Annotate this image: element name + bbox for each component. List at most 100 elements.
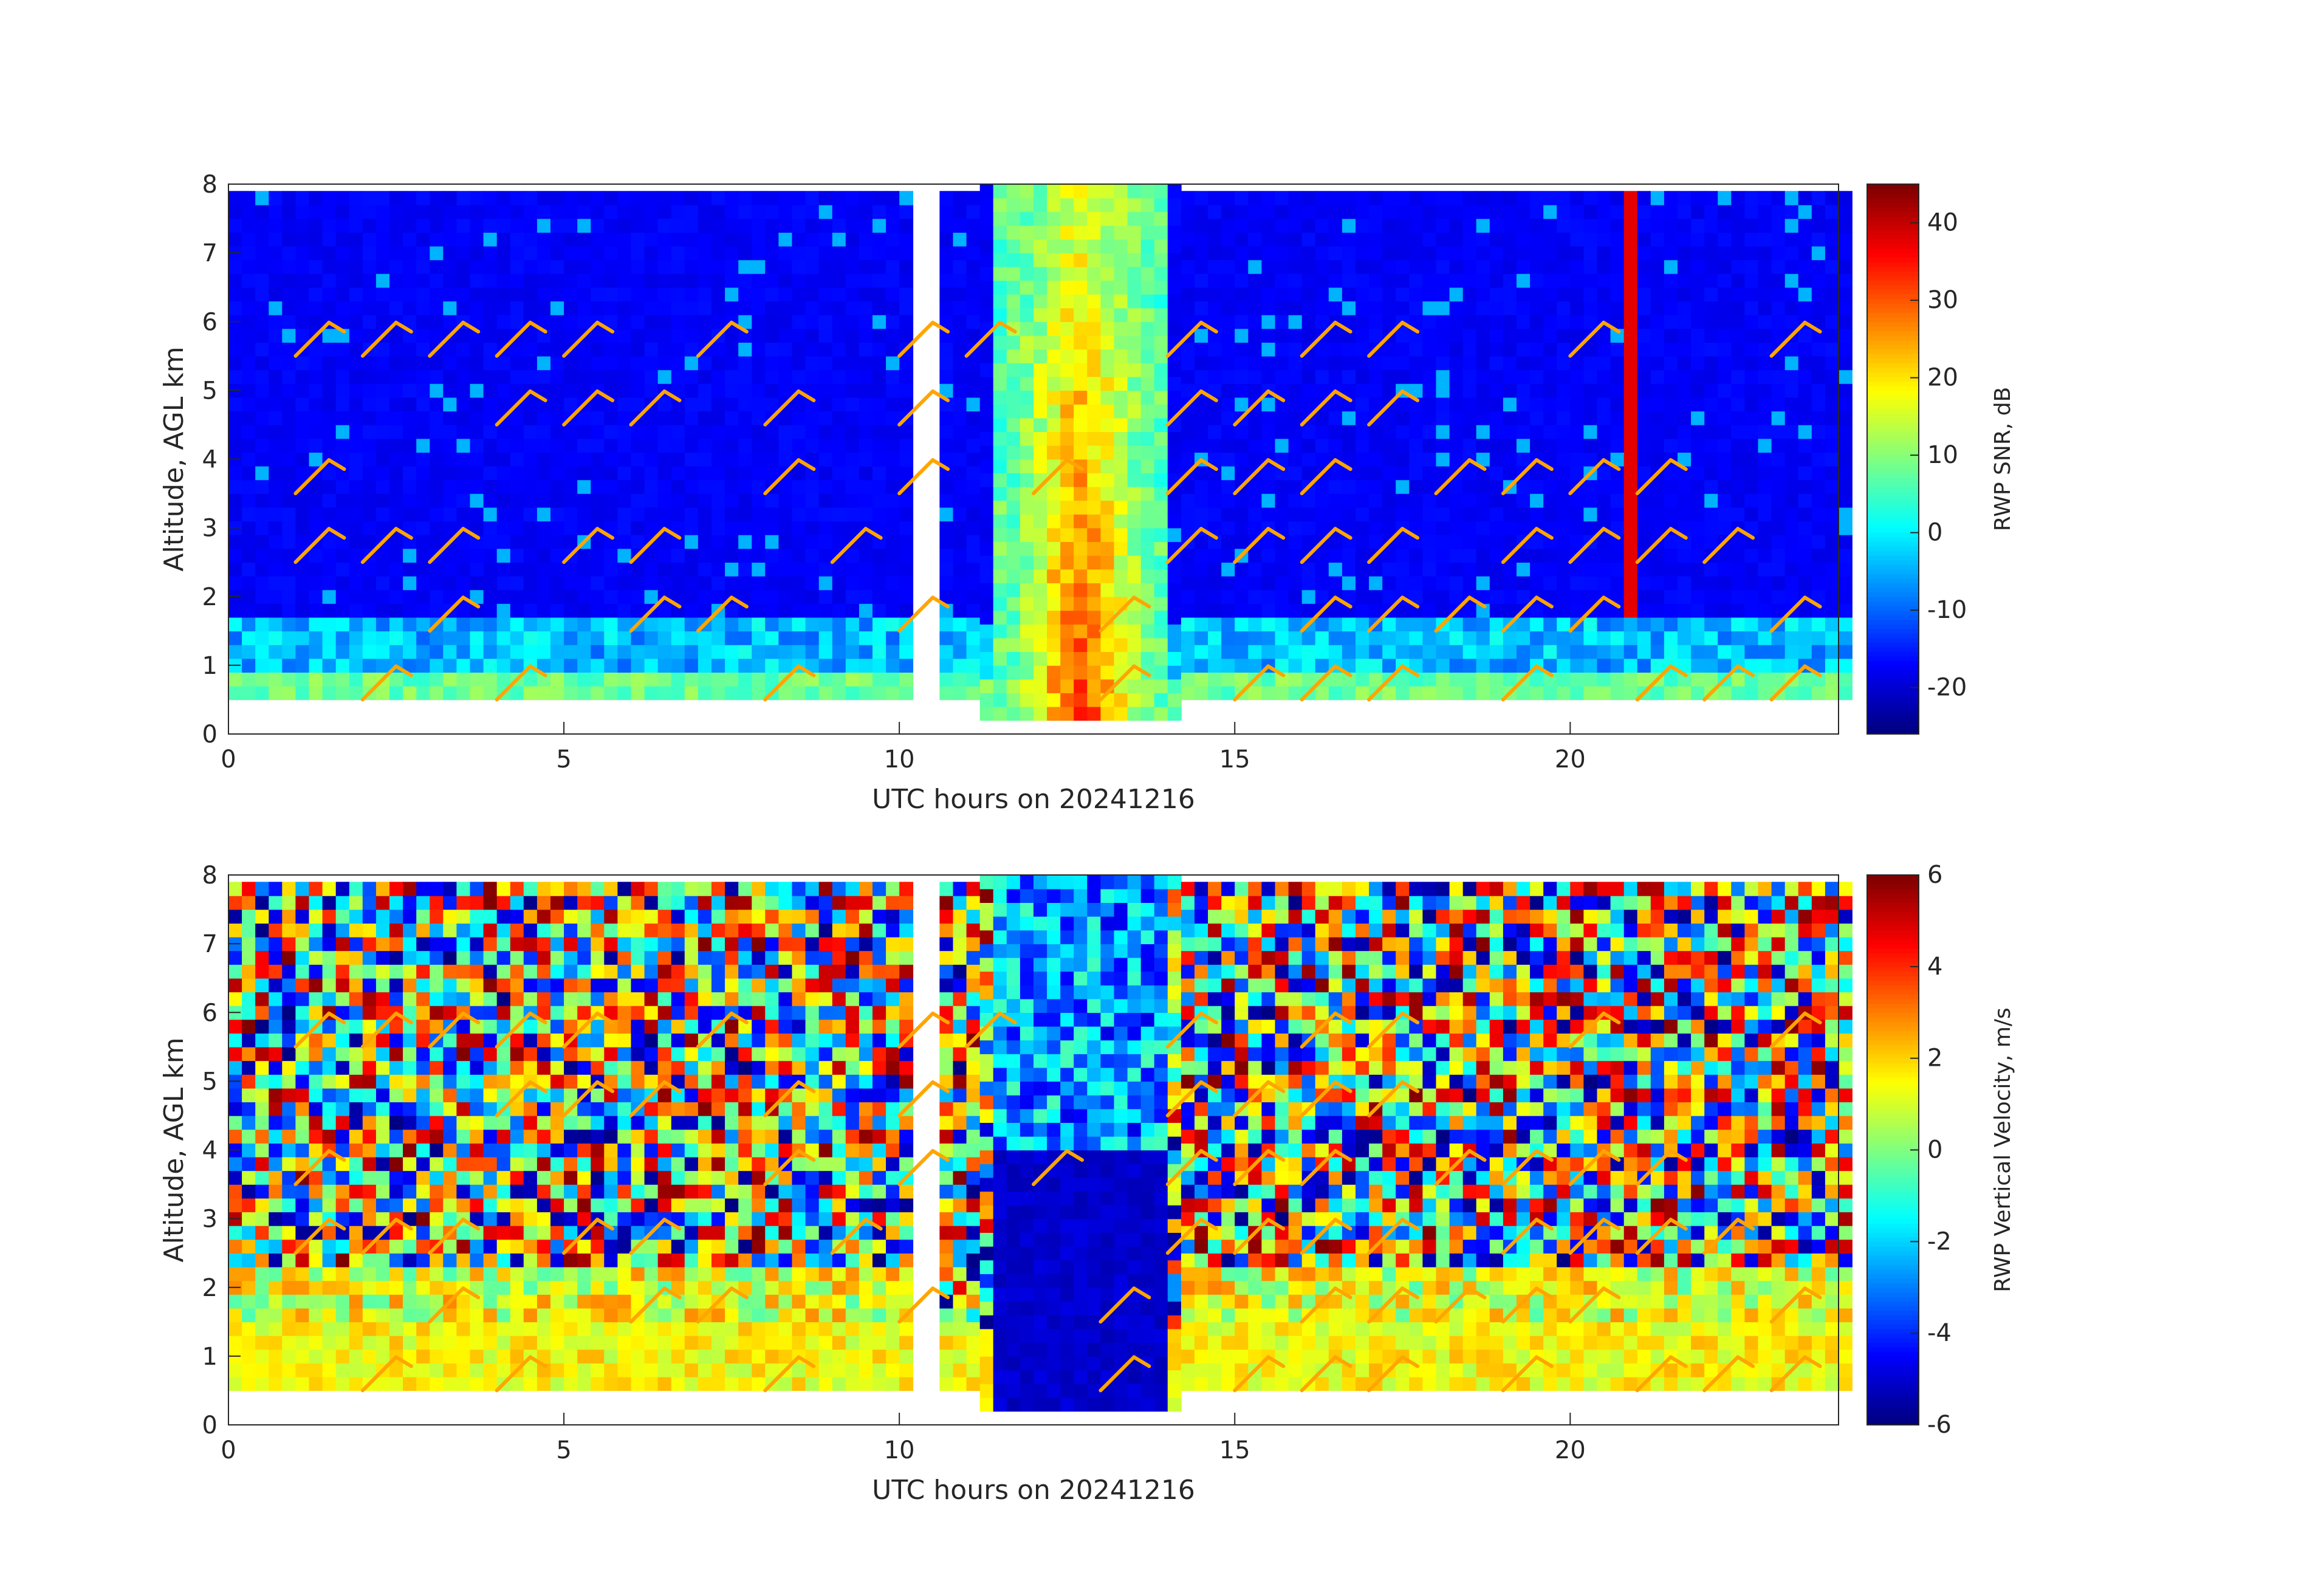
colorbar-step	[1867, 202, 1919, 208]
heatmap-cell	[389, 562, 403, 577]
heatmap-cell	[536, 617, 551, 632]
heatmap-cell	[1476, 562, 1490, 577]
heatmap-cell	[255, 479, 270, 494]
heatmap-cell	[899, 301, 914, 315]
heatmap-cell	[1140, 473, 1155, 487]
heatmap-cell	[483, 617, 498, 632]
heatmap-cell	[1127, 583, 1142, 597]
heatmap-cell	[1047, 693, 1061, 707]
heatmap-cell	[1771, 562, 1786, 577]
heatmap-cell	[335, 273, 350, 288]
heatmap-cell	[1691, 204, 1705, 219]
heatmap-cell	[1248, 369, 1263, 384]
heatmap-cell	[228, 685, 242, 701]
heatmap-cell	[1100, 417, 1115, 432]
heatmap-cell	[966, 658, 981, 673]
heatmap-cell	[1261, 534, 1276, 549]
heatmap-cell	[1020, 445, 1034, 460]
heatmap-cell	[818, 534, 833, 549]
heatmap-cell	[1718, 617, 1732, 632]
heatmap-cell	[1315, 617, 1329, 632]
heatmap-cell	[1328, 411, 1343, 425]
heatmap-cell	[1637, 493, 1651, 508]
heatmap-cell	[1195, 658, 1208, 673]
heatmap-cell	[403, 658, 417, 673]
heatmap-cell	[644, 424, 659, 439]
y-tick-label: 5	[202, 377, 218, 405]
heatmap-cell	[1691, 658, 1705, 673]
heatmap-cell	[1328, 369, 1343, 384]
heatmap-cell	[1731, 383, 1746, 398]
heatmap-cell	[1356, 438, 1369, 453]
heatmap-cell	[979, 610, 994, 625]
heatmap-cell	[1356, 328, 1369, 343]
heatmap-cell	[1731, 562, 1746, 577]
heatmap-cell	[416, 232, 431, 247]
heatmap-cell	[1650, 603, 1665, 618]
heatmap-cell	[1020, 321, 1034, 336]
heatmap-cell	[1208, 658, 1222, 673]
heatmap-cell	[1154, 376, 1168, 391]
heatmap-cell	[1597, 603, 1611, 618]
heatmap-cell	[1356, 452, 1369, 467]
heatmap-cell	[282, 452, 296, 467]
heatmap-cell	[644, 259, 659, 274]
heatmap-cell	[1369, 507, 1383, 522]
heatmap-cell	[1517, 493, 1530, 508]
colorbar-step	[1867, 596, 1919, 602]
heatmap-cell	[255, 658, 270, 673]
heatmap-cell	[899, 562, 914, 577]
heatmap-cell	[1623, 658, 1638, 673]
heatmap-cell	[536, 534, 551, 549]
heatmap-cell	[228, 493, 242, 508]
heatmap-cell	[1422, 259, 1437, 274]
heatmap-cell	[993, 390, 1007, 405]
heatmap-cell	[979, 527, 994, 542]
heatmap-cell	[1489, 575, 1504, 591]
heatmap-cell	[1208, 617, 1222, 632]
heatmap-cell	[1087, 307, 1102, 322]
heatmap-cell	[1033, 211, 1047, 226]
heatmap-cell	[282, 1170, 296, 1185]
heatmap-cell	[295, 1349, 310, 1363]
heatmap-cell	[1610, 411, 1625, 425]
heatmap-cell	[657, 672, 672, 687]
heatmap-cell	[939, 658, 954, 673]
heatmap-cell	[1664, 548, 1678, 563]
heatmap-cell	[1248, 548, 1263, 563]
heatmap-cell	[309, 355, 323, 371]
heatmap-cell	[1195, 287, 1208, 302]
heatmap-cell	[604, 245, 619, 261]
heatmap-cell	[591, 342, 605, 357]
heatmap-cell	[1517, 287, 1530, 302]
heatmap-cell	[1678, 534, 1692, 549]
wind-barb	[1769, 664, 1807, 702]
heatmap-cell	[698, 232, 712, 247]
heatmap-cell	[1744, 287, 1759, 302]
heatmap-cell	[1288, 479, 1303, 494]
heatmap-cell	[1167, 569, 1182, 583]
heatmap-cell	[269, 1074, 283, 1089]
heatmap-cell	[1167, 445, 1182, 460]
heatmap-cell	[1436, 218, 1450, 233]
heatmap-cell	[1208, 548, 1222, 563]
heatmap-cell	[872, 191, 886, 205]
heatmap-cell	[684, 534, 699, 549]
heatmap-cell	[1811, 631, 1826, 645]
wind-barb	[428, 527, 465, 564]
heatmap-cell	[1181, 342, 1195, 357]
heatmap-cell	[1275, 479, 1289, 494]
heatmap-cell	[577, 245, 592, 261]
heatmap-cell	[725, 218, 739, 233]
heatmap-cell	[765, 438, 780, 453]
heatmap-cell	[1678, 685, 1692, 701]
heatmap-cell	[966, 521, 981, 535]
heatmap-cell	[966, 232, 981, 247]
heatmap-cell	[1570, 685, 1585, 701]
heatmap-cell	[309, 1253, 323, 1267]
heatmap-cell	[1140, 706, 1155, 721]
heatmap-cell	[1462, 562, 1477, 577]
heatmap-cell	[295, 191, 310, 205]
wind-barb-flag	[1266, 664, 1286, 677]
heatmap-cell	[335, 452, 350, 467]
